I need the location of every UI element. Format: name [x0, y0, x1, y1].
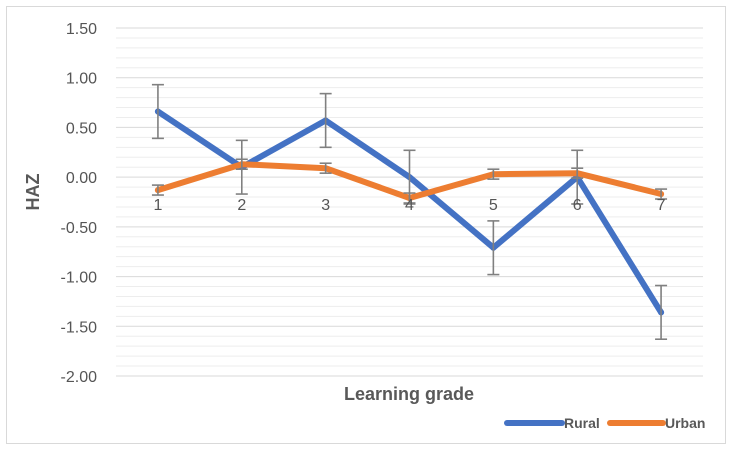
y-tick-label: 1.50 — [66, 21, 97, 38]
x-tick-label: 6 — [573, 197, 582, 214]
error-bar-urban — [403, 192, 416, 204]
gridlines — [116, 27, 703, 377]
x-tick-label: 4 — [405, 197, 414, 214]
chart-border — [6, 6, 726, 444]
legend: Rural Urban — [504, 415, 705, 431]
x-axis-ticks: 1 2 3 4 5 6 7 — [153, 197, 665, 214]
error-bar-urban — [319, 162, 332, 174]
x-tick-label: 3 — [321, 197, 330, 214]
error-bar-urban — [487, 168, 500, 180]
error-bars — [151, 83, 668, 341]
error-bar-rural — [487, 220, 500, 276]
y-tick-label: -2.00 — [61, 369, 98, 386]
y-tick-label: 0.00 — [66, 170, 97, 187]
y-tick-label: -0.50 — [61, 220, 98, 237]
x-tick-label: 7 — [657, 197, 666, 214]
error-bar-rural — [151, 83, 164, 140]
legend-label-rural: Rural — [564, 415, 600, 431]
y-axis-ticks: 1.50 1.00 0.50 0.00 -0.50 -1.00 -1.50 -2.00 — [61, 21, 98, 386]
error-bar-urban — [151, 184, 164, 196]
error-bar-rural — [319, 92, 332, 149]
error-bar-urban — [571, 167, 584, 179]
legend-label-urban: Urban — [665, 415, 705, 431]
y-tick-label: -1.50 — [61, 319, 98, 336]
y-tick-label: 1.00 — [66, 71, 97, 88]
x-tick-label: 2 — [237, 197, 246, 214]
y-axis-title: HAZ — [23, 174, 43, 211]
x-axis-title: Learning grade — [344, 384, 474, 404]
x-tick-label: 1 — [153, 197, 162, 214]
error-bar-urban — [655, 188, 668, 200]
y-tick-label: 0.50 — [66, 120, 97, 137]
error-bar-rural — [655, 284, 668, 341]
error-bar-urban — [235, 158, 248, 170]
x-tick-label: 5 — [489, 197, 498, 214]
y-tick-label: -1.00 — [61, 270, 98, 287]
